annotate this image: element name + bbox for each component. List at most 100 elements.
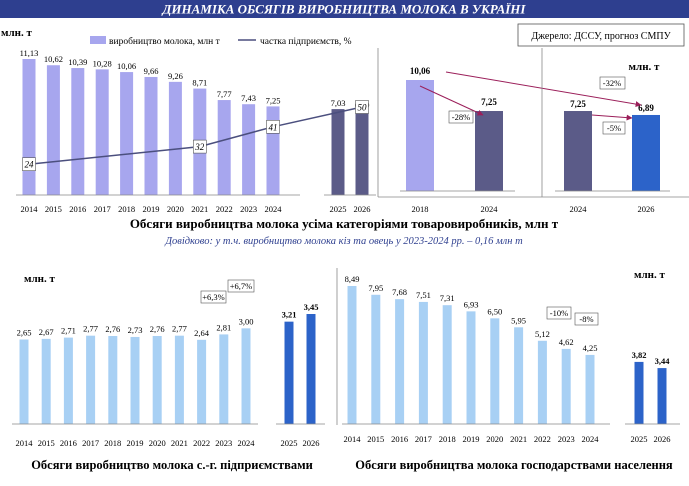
bar	[442, 305, 452, 424]
tick-label: 2024	[238, 438, 256, 448]
main-tick-label: 2026	[354, 204, 371, 214]
value-label: 5,95	[511, 315, 526, 325]
bar	[347, 286, 357, 424]
change-box	[574, 312, 599, 326]
value-label: 6,50	[487, 306, 502, 316]
main-bar	[217, 100, 231, 195]
share-point-label: 50	[358, 103, 368, 113]
households-chart: 8,49 2014 7,95 2015 7,68 2016 7,51 2017 7,31 2018…	[342, 274, 680, 444]
tick-label: 2021	[171, 438, 188, 448]
main-tick-label: 2023	[240, 204, 257, 214]
compare-bar	[475, 111, 503, 191]
change-label: +6,7%	[230, 281, 253, 291]
share-point-box	[355, 100, 369, 114]
bar	[537, 340, 547, 424]
tick-label: 2021	[510, 434, 527, 444]
share-point-label: 41	[269, 122, 278, 132]
bar	[306, 314, 316, 424]
compare-tick-label: 2024	[481, 204, 499, 214]
value-label: 2,77	[172, 324, 187, 334]
value-label: 2,65	[17, 328, 32, 338]
main-chart: 11,13 2014 10,62 2015 10,39 2016 10,28 2017 10,0…	[16, 48, 376, 214]
change-label: -8%	[579, 314, 593, 324]
compare-arrow	[419, 85, 484, 116]
main-bar	[168, 81, 182, 195]
main-bar	[71, 68, 85, 195]
bar	[561, 348, 571, 424]
main-bar	[331, 109, 345, 195]
value-label: 2,76	[150, 324, 165, 334]
main-value-label: 10,28	[93, 58, 112, 68]
main-bar	[355, 110, 369, 195]
value-label: 2,64	[194, 328, 210, 338]
main-value-label: 7,77	[217, 89, 232, 99]
main-tick-label: 2022	[216, 204, 233, 214]
main-tick-label: 2016	[69, 204, 86, 214]
change-label: -28%	[452, 112, 470, 122]
tick-label: 2018	[439, 434, 456, 444]
tick-label: 2014	[344, 434, 362, 444]
main-bar	[120, 72, 134, 195]
main-bar	[22, 59, 36, 195]
share-point-box	[266, 120, 280, 134]
legend-label-line: частка підприємств, %	[260, 37, 352, 47]
value-label: 3,44	[655, 356, 671, 366]
bar	[585, 354, 595, 424]
share-point-label: 32	[194, 142, 205, 152]
bar	[174, 335, 184, 424]
tick-label: 2023	[558, 434, 575, 444]
change-box	[448, 110, 474, 124]
main-tick-label: 2024	[265, 204, 283, 214]
tick-label: 2016	[60, 438, 77, 448]
bar	[197, 339, 207, 424]
bar	[241, 328, 251, 424]
value-label: 2,73	[128, 325, 143, 335]
bar	[395, 299, 405, 424]
bar	[284, 321, 294, 424]
bar	[657, 368, 667, 424]
compare-bar	[564, 111, 592, 191]
tick-label: 2015	[38, 438, 55, 448]
change-label: -32%	[603, 78, 621, 88]
change-label: +6,3%	[202, 292, 225, 302]
bar	[634, 361, 644, 424]
compare-chart-2024-2026: 7,25 2024 6,89 2026 млн. т -32% -5%	[445, 61, 670, 214]
main-tick-label: 2021	[191, 204, 208, 214]
tick-label: 2014	[16, 438, 34, 448]
change-box	[546, 306, 572, 320]
bar	[371, 294, 381, 424]
bar	[152, 336, 162, 424]
main-value-label: 8,71	[192, 78, 207, 88]
main-value-label: 7,03	[331, 98, 346, 108]
change-box	[602, 121, 626, 135]
tick-label: 2015	[367, 434, 384, 444]
main-bar	[144, 76, 158, 195]
share-point-label: 24	[25, 160, 35, 170]
value-label: 8,49	[345, 274, 360, 284]
compare-bar	[632, 114, 660, 191]
tick-label: 2020	[149, 438, 166, 448]
enterprises-chart: 2,65 2014 2,67 2015 2,71 2016 2,77 2017 2,76 2018…	[12, 279, 325, 448]
tick-label: 2016	[391, 434, 408, 444]
compare-bar	[406, 80, 434, 191]
change-box	[227, 279, 255, 293]
main-tick-label: 2020	[167, 204, 184, 214]
value-label: 2,71	[61, 326, 76, 336]
bar	[219, 334, 229, 424]
tick-label: 2020	[486, 434, 503, 444]
tick-label: 2018	[104, 438, 121, 448]
main-note: Довідково: у т.ч. виробництво молока кіз…	[164, 236, 523, 247]
value-label: 5,12	[535, 329, 550, 339]
main-value-label: 9,66	[144, 66, 159, 76]
bar	[19, 339, 29, 424]
tick-label: 2025	[281, 438, 298, 448]
compare-tick-label: 2024	[570, 204, 588, 214]
main-value-label: 7,43	[241, 93, 256, 103]
compare-tick-label: 2018	[412, 204, 429, 214]
tick-label: 2024	[582, 434, 600, 444]
main-tick-label: 2017	[94, 204, 111, 214]
value-label: 2,81	[216, 322, 231, 332]
tick-label: 2022	[534, 434, 551, 444]
value-label: 3,45	[304, 302, 319, 312]
page-title: ДИНАМІКА ОБСЯГІВ ВИРОБНИЦТВА МОЛОКА В УК…	[162, 2, 527, 17]
